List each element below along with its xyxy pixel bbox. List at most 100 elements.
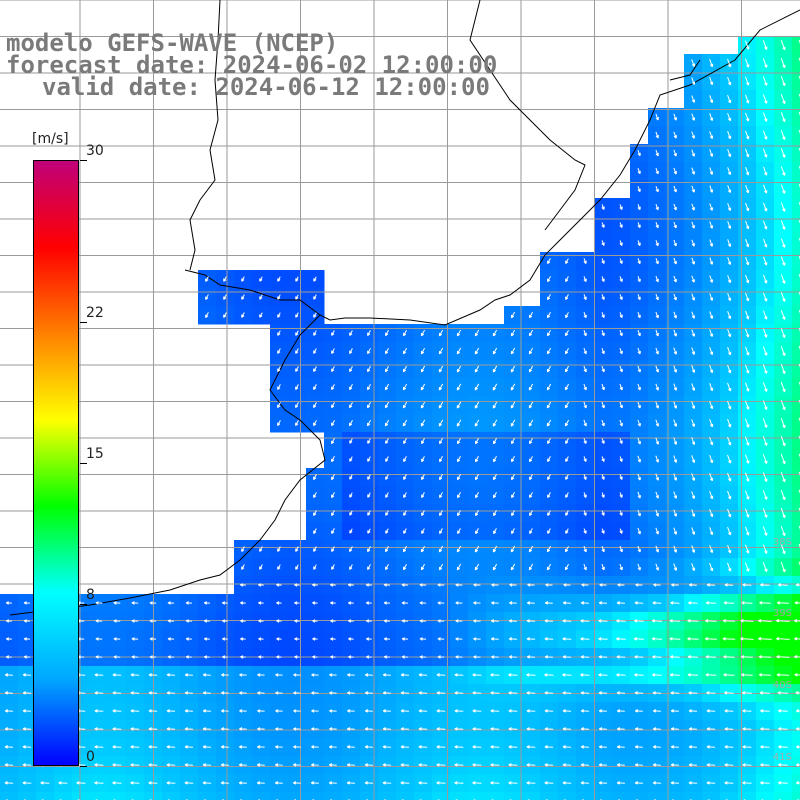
wind-arrow (619, 401, 623, 409)
wind-arrow (418, 709, 428, 713)
wind-arrow (616, 745, 625, 749)
wind-arrow (313, 348, 317, 354)
wind-arrow (601, 492, 605, 498)
wind-arrow (547, 528, 551, 534)
wind-arrow (655, 509, 659, 517)
wind-arrow (763, 220, 768, 230)
wind-cell (792, 720, 800, 739)
wind-cell (648, 792, 667, 800)
wind-arrow (257, 709, 265, 713)
wind-cell (738, 792, 757, 800)
wind-arrow (420, 383, 426, 391)
wind-arrow (727, 364, 732, 374)
wind-arrow (5, 637, 12, 641)
wind-arrow (727, 472, 732, 482)
wind-arrow (544, 673, 554, 677)
wind-arrow (528, 401, 534, 409)
wind-arrow (795, 781, 800, 785)
wind-arrow (4, 691, 13, 695)
wind-arrow (741, 691, 752, 695)
wind-arrow (794, 601, 800, 605)
wind-arrow (112, 781, 122, 785)
wind-arrow (383, 583, 391, 587)
wind-arrow (724, 709, 734, 713)
wind-arrow (490, 673, 500, 677)
wind-arrow (490, 727, 500, 731)
wind-arrow (276, 619, 282, 623)
wind-arrow (762, 346, 768, 356)
wind-cell (18, 792, 37, 800)
wind-arrow (598, 673, 608, 677)
wind-arrow (456, 347, 462, 355)
wind-arrow (780, 220, 786, 230)
wind-arrow (239, 583, 246, 587)
wind-arrow (367, 330, 371, 337)
wind-cell (792, 108, 800, 127)
wind-arrow (565, 510, 569, 516)
wind-arrow (223, 312, 227, 318)
wind-arrow (562, 691, 572, 695)
wind-cell (792, 324, 800, 343)
wind-arrow (671, 583, 679, 587)
wind-arrow (331, 456, 335, 463)
wind-arrow (58, 781, 68, 785)
wind-cell (792, 126, 800, 145)
wind-arrow (544, 637, 554, 641)
wind-arrow (727, 275, 732, 284)
wind-arrow (652, 745, 661, 749)
wind-arrow (277, 546, 281, 552)
wind-arrow (655, 365, 659, 373)
wind-arrow (5, 619, 12, 623)
wind-arrow (776, 619, 790, 623)
wind-arrow (653, 583, 661, 587)
wind-arrow (131, 619, 139, 623)
wind-arrow (762, 526, 768, 536)
wind-arrow (259, 546, 263, 552)
wind-arrow (762, 148, 768, 158)
wind-arrow (508, 673, 518, 677)
wind-arrow (562, 745, 572, 749)
wind-arrow (220, 781, 229, 785)
wind-arrow (705, 655, 717, 659)
wind-arrow (508, 637, 517, 641)
wind-arrow (583, 258, 587, 265)
wind-arrow (619, 528, 623, 534)
wind-arrow (565, 276, 569, 283)
wind-arrow (601, 276, 605, 282)
wind-arrow (529, 510, 533, 517)
wind-arrow (727, 490, 732, 500)
wind-arrow (599, 583, 607, 587)
wind-arrow (456, 401, 462, 409)
wind-arrow (418, 763, 428, 767)
wind-arrow (454, 709, 464, 713)
wind-arrow (454, 673, 464, 677)
wind-arrow (780, 94, 786, 105)
wind-arrow (652, 709, 661, 713)
wind-arrow (95, 637, 103, 641)
wind-arrow (329, 583, 336, 587)
wind-arrow (796, 727, 800, 731)
wind-arrow (705, 601, 716, 605)
wind-arrow (673, 131, 677, 139)
wind-cell (558, 792, 577, 800)
wind-arrow (544, 601, 553, 605)
wind-arrow (706, 583, 715, 587)
wind-arrow (348, 637, 354, 641)
wind-cell (90, 792, 109, 800)
wind-arrow (778, 781, 788, 785)
wind-arrow (184, 691, 193, 695)
wind-arrow (222, 637, 228, 641)
wind-arrow (744, 490, 750, 500)
colorbar-tick-label: 0 (86, 749, 95, 765)
colorbar-tick (80, 321, 87, 323)
wind-arrow (670, 781, 680, 785)
wind-arrow (651, 637, 663, 641)
wind-arrow (221, 673, 229, 677)
wind-arrow (709, 239, 714, 247)
wind-arrow (598, 781, 607, 785)
wind-arrow (780, 202, 786, 212)
wind-arrow (222, 655, 228, 659)
wind-arrow (691, 185, 695, 193)
wind-arrow (5, 601, 12, 605)
wind-arrow (384, 419, 390, 427)
